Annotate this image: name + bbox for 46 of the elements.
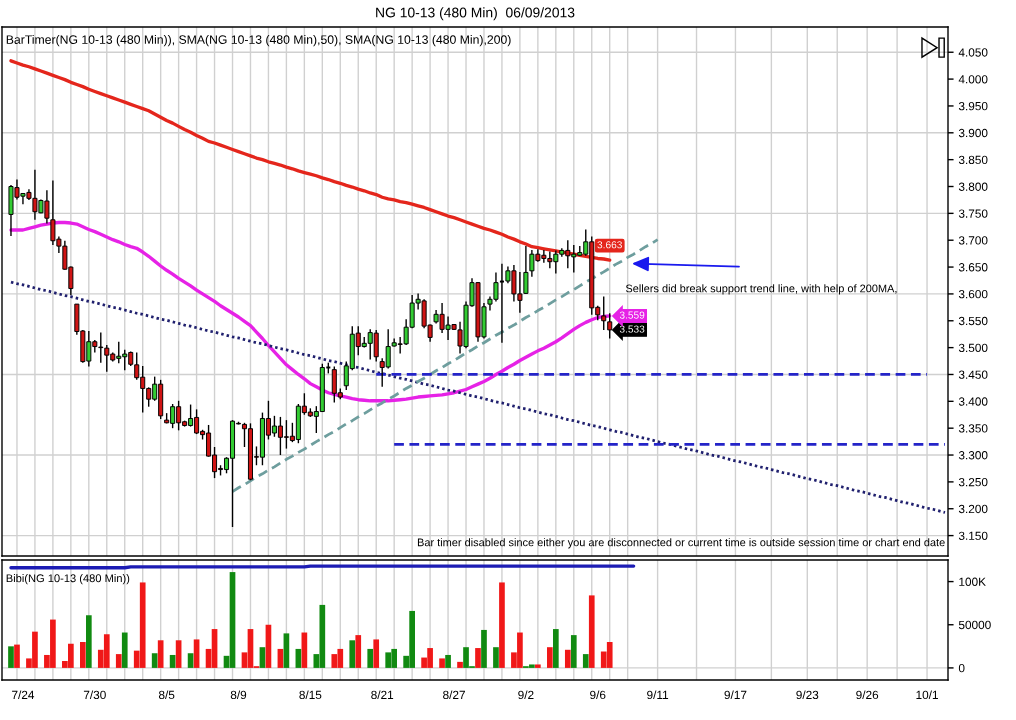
bar [193,639,200,668]
x-tick-label: 9/6 [590,690,606,700]
x-tick-label: 8/9 [230,690,247,700]
bar [157,640,164,668]
bar [475,648,481,668]
bar [151,653,158,668]
bar [552,629,559,668]
x-tick-label: 9/11 [647,690,669,700]
bar [564,649,571,668]
bar [570,635,577,668]
bar [547,647,553,668]
bar [439,658,445,668]
x-tick-label: 8/15 [299,690,322,700]
x-tick-label: 7/24 [12,690,35,700]
x-tick-label: 9/26 [856,690,879,700]
y-tick-label: 100K [959,577,986,586]
bar [481,629,487,668]
bar [582,654,589,668]
bar [121,632,128,668]
y-tick-label: 0 [958,663,965,673]
bar [355,635,362,668]
bar [493,647,499,668]
x-tick-label: 9/17 [724,690,747,700]
x-tick-label: 7/30 [83,690,106,700]
x-tick-label: 8/27 [443,690,465,700]
bar [79,642,86,668]
y-tick-label: 50000 [958,620,991,630]
bar [349,640,356,668]
bar [367,648,374,668]
x-tick-label: 10/1 [916,690,938,700]
bar [187,653,194,668]
bar [14,644,20,668]
x-tick-label: 8/5 [158,690,175,700]
bar [457,661,463,668]
bar [588,595,595,668]
bar [445,654,451,668]
x-tick-label: 8/21 [371,690,394,700]
bar [8,646,14,668]
text: Bibi(NG 10-13 (480 Min)) [6,574,130,585]
bar [499,582,505,668]
x-tick-label: 9/2 [518,690,534,700]
x-tick-label: 9/23 [796,690,819,700]
bar [535,664,541,668]
bar [373,639,380,668]
bar [115,654,122,668]
bar [85,615,92,668]
